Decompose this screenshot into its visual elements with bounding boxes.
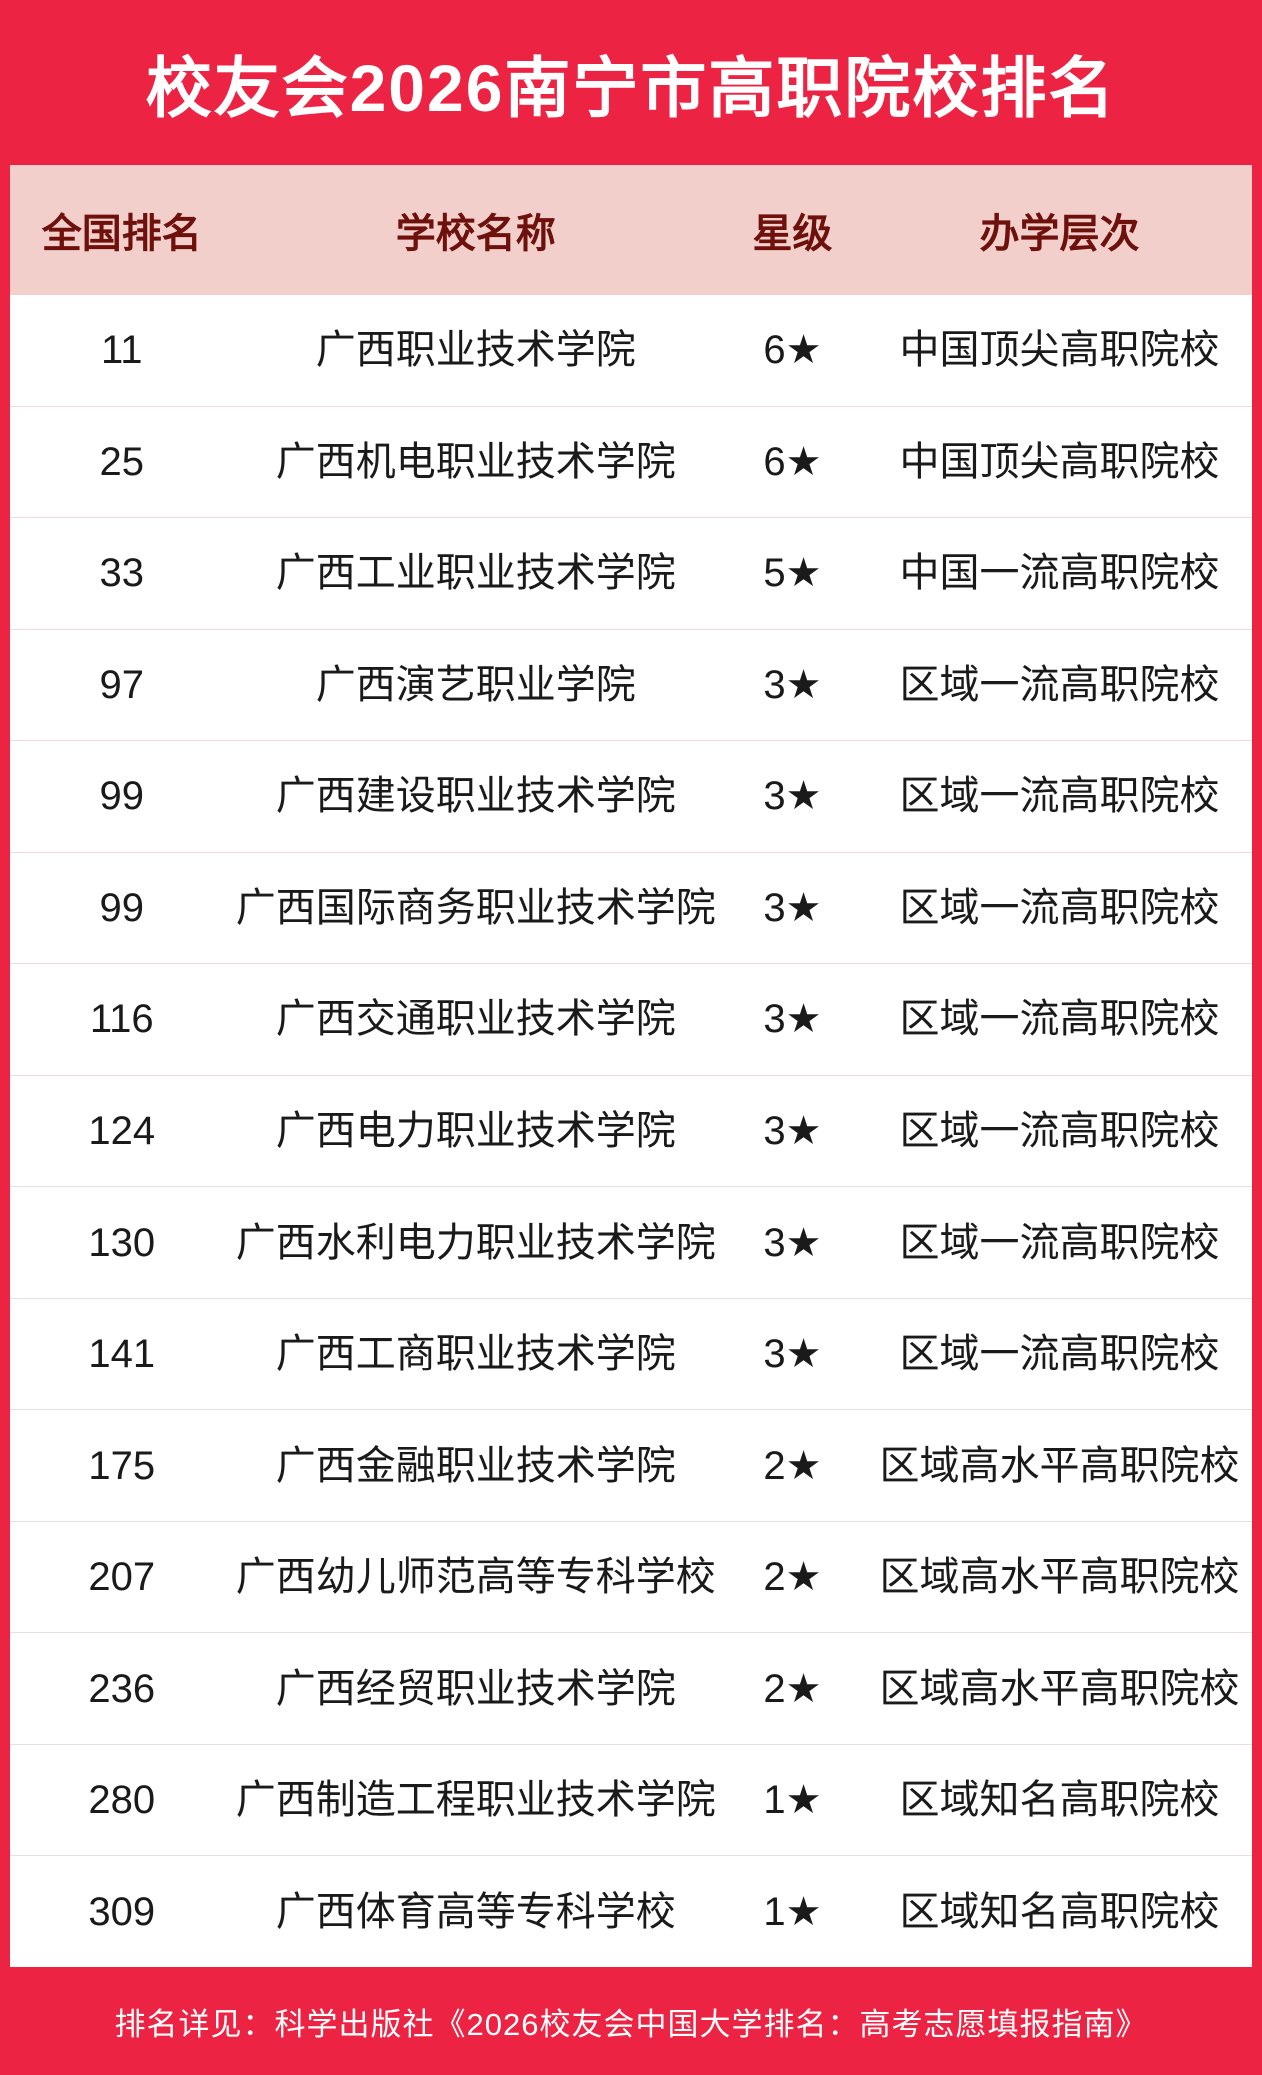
footer-citation: 排名详见：科学出版社《2026校友会中国大学排名：高考志愿填报指南》 [114, 2006, 1148, 2042]
level-cell: 区域高水平高职院校 [879, 1443, 1240, 1488]
level-cell: 中国一流高职院校 [899, 551, 1220, 596]
stars-cell: 5★ [763, 551, 822, 596]
table-row: 141 广西工商职业技术学院 3★ 区域一流高职院校 [10, 1297, 1252, 1410]
rank-cell: 141 [88, 1332, 156, 1377]
rank-cell: 280 [88, 1778, 156, 1823]
school-cell: 广西工业职业技术学院 [275, 551, 676, 596]
level-cell: 区域一流高职院校 [899, 1108, 1220, 1153]
school-cell: 广西机电职业技术学院 [275, 439, 676, 484]
rank-cell: 124 [88, 1108, 156, 1153]
stars-cell: 2★ [763, 1443, 822, 1488]
stars-cell: 3★ [763, 885, 822, 930]
level-cell: 区域一流高职院校 [899, 1220, 1220, 1265]
stars-cell: 3★ [763, 997, 822, 1042]
rank-cell: 207 [88, 1555, 156, 1600]
table-row: 99 广西国际商务职业技术学院 3★ 区域一流高职院校 [10, 851, 1252, 964]
level-cell: 区域高水平高职院校 [879, 1666, 1240, 1711]
stars-cell: 3★ [763, 1332, 822, 1377]
stars-cell: 1★ [763, 1889, 822, 1934]
school-cell: 广西演艺职业学院 [315, 662, 636, 707]
rank-cell: 99 [99, 885, 145, 930]
level-cell: 区域高水平高职院校 [879, 1555, 1240, 1600]
level-cell: 区域一流高职院校 [899, 774, 1220, 819]
stars-cell: 2★ [763, 1666, 822, 1711]
level-cell: 区域一流高职院校 [899, 662, 1220, 707]
column-header-education-level: 办学层次 [979, 212, 1140, 256]
stars-cell: 6★ [763, 328, 822, 373]
school-cell: 广西职业技术学院 [315, 328, 636, 373]
stars-cell: 2★ [763, 1555, 822, 1600]
table-row: 25 广西机电职业技术学院 6★ 中国顶尖高职院校 [10, 405, 1252, 518]
school-cell: 广西制造工程职业技术学院 [235, 1778, 716, 1823]
table-row: 116 广西交通职业技术学院 3★ 区域一流高职院校 [10, 963, 1252, 1075]
level-cell: 区域知名高职院校 [899, 1778, 1220, 1823]
stars-cell: 3★ [763, 662, 822, 707]
level-cell: 区域一流高职院校 [899, 885, 1220, 930]
level-cell: 区域一流高职院校 [899, 997, 1220, 1042]
column-header-national-rank: 全国排名 [41, 212, 202, 256]
rank-cell: 11 [101, 328, 143, 373]
school-cell: 广西水利电力职业技术学院 [235, 1220, 716, 1265]
column-header-school-name: 学校名称 [395, 212, 556, 256]
rank-cell: 25 [99, 439, 145, 484]
table-body: 11 广西职业技术学院 6★ 中国顶尖高职院校 25 广西机电职业技术学院 6★… [10, 295, 1252, 1967]
rank-cell: 116 [89, 997, 154, 1042]
school-cell: 广西国际商务职业技术学院 [235, 885, 716, 930]
table-row: 33 广西工业职业技术学院 5★ 中国一流高职院校 [10, 517, 1252, 629]
rank-cell: 309 [88, 1889, 156, 1934]
level-cell: 中国顶尖高职院校 [899, 328, 1220, 373]
school-cell: 广西建设职业技术学院 [275, 774, 676, 819]
school-cell: 广西经贸职业技术学院 [275, 1666, 676, 1711]
table-row: 124 广西电力职业技术学院 3★ 区域一流高职院校 [10, 1074, 1252, 1187]
school-cell: 广西交通职业技术学院 [275, 997, 676, 1042]
table-row: 130 广西水利电力职业技术学院 3★ 区域一流高职院校 [10, 1186, 1252, 1298]
level-cell: 区域知名高职院校 [899, 1889, 1220, 1934]
page-title: 校友会2026南宁市高职院校排名 [145, 50, 1117, 125]
title-bar: 校友会2026南宁市高职院校排名 [0, 0, 1262, 165]
table-row: 11 广西职业技术学院 6★ 中国顶尖高职院校 [10, 295, 1252, 406]
table-row: 309 广西体育高等专科学校 1★ 区域知名高职院校 [10, 1855, 1252, 1967]
table-row: 207 广西幼儿师范高等专科学校 2★ 区域高水平高职院校 [10, 1520, 1252, 1633]
rank-cell: 97 [99, 662, 145, 707]
stars-cell: 1★ [763, 1778, 822, 1823]
table-row: 280 广西制造工程职业技术学院 1★ 区域知名高职院校 [10, 1743, 1252, 1856]
table-row: 99 广西建设职业技术学院 3★ 区域一流高职院校 [10, 740, 1252, 852]
table-row: 236 广西经贸职业技术学院 2★ 区域高水平高职院校 [10, 1632, 1252, 1744]
level-cell: 中国顶尖高职院校 [899, 439, 1220, 484]
school-cell: 广西体育高等专科学校 [275, 1889, 676, 1934]
ranking-table: 全国排名 学校名称 星级 办学层次 11 广西职业技术学院 6★ 中国顶尖高职院… [10, 165, 1252, 1967]
stars-cell: 3★ [763, 774, 822, 819]
stars-cell: 6★ [763, 439, 822, 484]
rank-cell: 236 [88, 1666, 156, 1711]
rank-cell: 99 [99, 774, 145, 819]
rank-cell: 130 [88, 1220, 156, 1265]
school-cell: 广西金融职业技术学院 [275, 1443, 676, 1488]
rank-cell: 175 [88, 1443, 156, 1488]
school-cell: 广西电力职业技术学院 [275, 1108, 676, 1153]
table-row: 175 广西金融职业技术学院 2★ 区域高水平高职院校 [10, 1409, 1252, 1521]
table-header-row: 全国排名 学校名称 星级 办学层次 [10, 165, 1252, 295]
table-row: 97 广西演艺职业学院 3★ 区域一流高职院校 [10, 628, 1252, 741]
school-cell: 广西工商职业技术学院 [275, 1332, 676, 1377]
stars-cell: 3★ [763, 1108, 822, 1153]
footer-bar: 排名详见：科学出版社《2026校友会中国大学排名：高考志愿填报指南》 [0, 1967, 1262, 2075]
school-cell: 广西幼儿师范高等专科学校 [235, 1555, 716, 1600]
stars-cell: 3★ [763, 1220, 822, 1265]
level-cell: 区域一流高职院校 [899, 1332, 1220, 1377]
rank-cell: 33 [99, 551, 145, 596]
column-header-star-rating: 星级 [752, 212, 833, 256]
